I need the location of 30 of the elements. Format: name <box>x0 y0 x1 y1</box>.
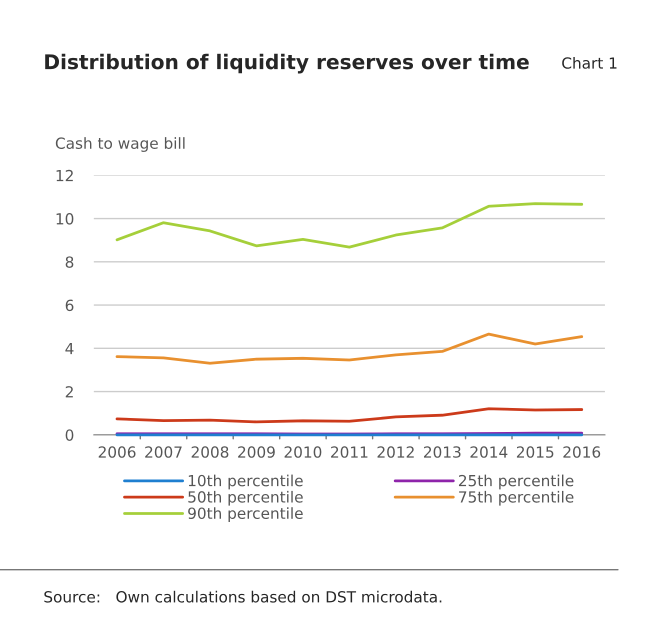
y-tick-label: 8 <box>66 256 74 268</box>
y-tick-label: 2 <box>66 386 73 398</box>
line-series <box>116 407 584 424</box>
chart-title: Distribution of liquidity reserves over time <box>45 54 529 74</box>
source-note: Source: Own calculations based on DST microdata. <box>44 590 442 603</box>
legend-label: 75th percentile <box>459 490 574 506</box>
x-tick-label: 2015 <box>516 446 554 458</box>
x-tick-label: 2012 <box>378 446 414 458</box>
x-tick-label: 2008 <box>192 446 228 458</box>
x-tick-label: 2007 <box>145 446 182 458</box>
x-tick-label: 2009 <box>238 446 275 458</box>
legend-label: 50th percentile <box>188 490 303 506</box>
y-tick-label: 4 <box>65 343 74 354</box>
legend-label: 90th percentile <box>188 507 303 522</box>
line-series <box>116 202 584 249</box>
legend-label: 25th percentile <box>458 474 574 490</box>
y-tick-label: 12 <box>56 170 73 182</box>
x-tick-label: 2010 <box>284 446 322 458</box>
y-tick-label: 0 <box>66 429 74 441</box>
y-tick-label: 6 <box>66 300 74 312</box>
y-tick-label: 10 <box>56 213 74 225</box>
x-tick-label: 2011 <box>331 446 368 458</box>
line-series <box>116 332 584 365</box>
y-axis-title: Cash to wage bill <box>56 137 185 152</box>
x-tick-label: 2013 <box>424 446 461 458</box>
x-tick-label: 2014 <box>470 446 508 458</box>
caption: Chart 1 <box>562 56 616 69</box>
legend-label: 10th percentile <box>188 474 303 490</box>
x-tick-label: 2016 <box>563 446 600 458</box>
x-tick-label: 2006 <box>98 446 136 458</box>
